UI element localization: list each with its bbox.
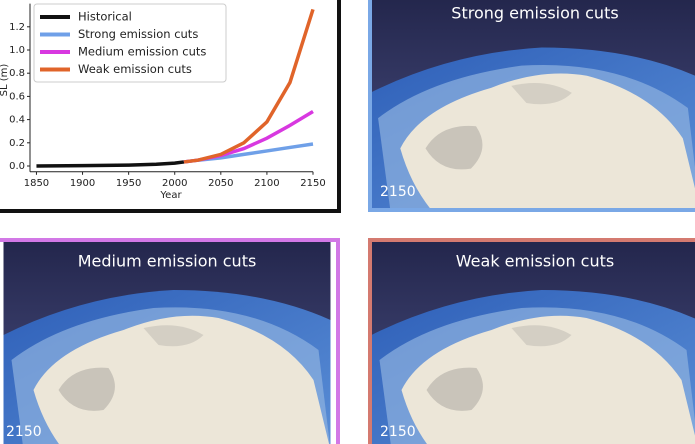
x-tick-label: 2150 [300, 178, 325, 189]
panel-border [0, 238, 340, 444]
x-tick-label: 1900 [70, 178, 95, 189]
panel-year: 2150 [380, 424, 416, 440]
panel-image [371, 240, 695, 444]
y-tick-label: 0.4 [9, 115, 25, 126]
panel-year: 2150 [380, 184, 416, 200]
panel-title: Medium emission cuts [78, 252, 257, 271]
legend-label: Strong emission cuts [78, 27, 198, 41]
x-tick-label: 2000 [162, 178, 187, 189]
legend-label: Weak emission cuts [78, 62, 192, 76]
legend-label: Medium emission cuts [78, 45, 206, 59]
y-tick-label: 0.2 [9, 138, 25, 149]
x-axis-label: Year [159, 190, 182, 201]
line-series [36, 160, 185, 168]
y-tick-label: 1.0 [9, 45, 25, 56]
panel-border [368, 0, 695, 212]
x-tick-label: 1850 [24, 178, 49, 189]
y-tick-label: 1.2 [9, 22, 25, 33]
x-tick-label: 2050 [208, 178, 233, 189]
panel-image [370, 0, 695, 209]
panel-year: 2150 [6, 424, 42, 440]
y-tick-label: 0.6 [9, 91, 25, 102]
x-tick-label: 2100 [254, 178, 279, 189]
y-tick-label: 0.8 [9, 68, 25, 79]
y-tick-label: 0.0 [9, 161, 25, 172]
panel-title: Strong emission cuts [451, 4, 618, 23]
line-series [183, 8, 315, 164]
legend-label: Historical [78, 10, 132, 24]
panel-image [3, 240, 331, 444]
panel-border [368, 238, 695, 444]
panel: Strong emission cuts 2150 [368, 0, 695, 212]
panel: Medium emission cuts 2150 [0, 238, 340, 444]
legend-box [33, 3, 227, 83]
panel-title: Weak emission cuts [456, 252, 614, 271]
x-tick-label: 1950 [116, 178, 141, 189]
panel: Weak emission cuts 2150 [368, 238, 695, 444]
y-axis-label: SL (m) [0, 64, 10, 97]
